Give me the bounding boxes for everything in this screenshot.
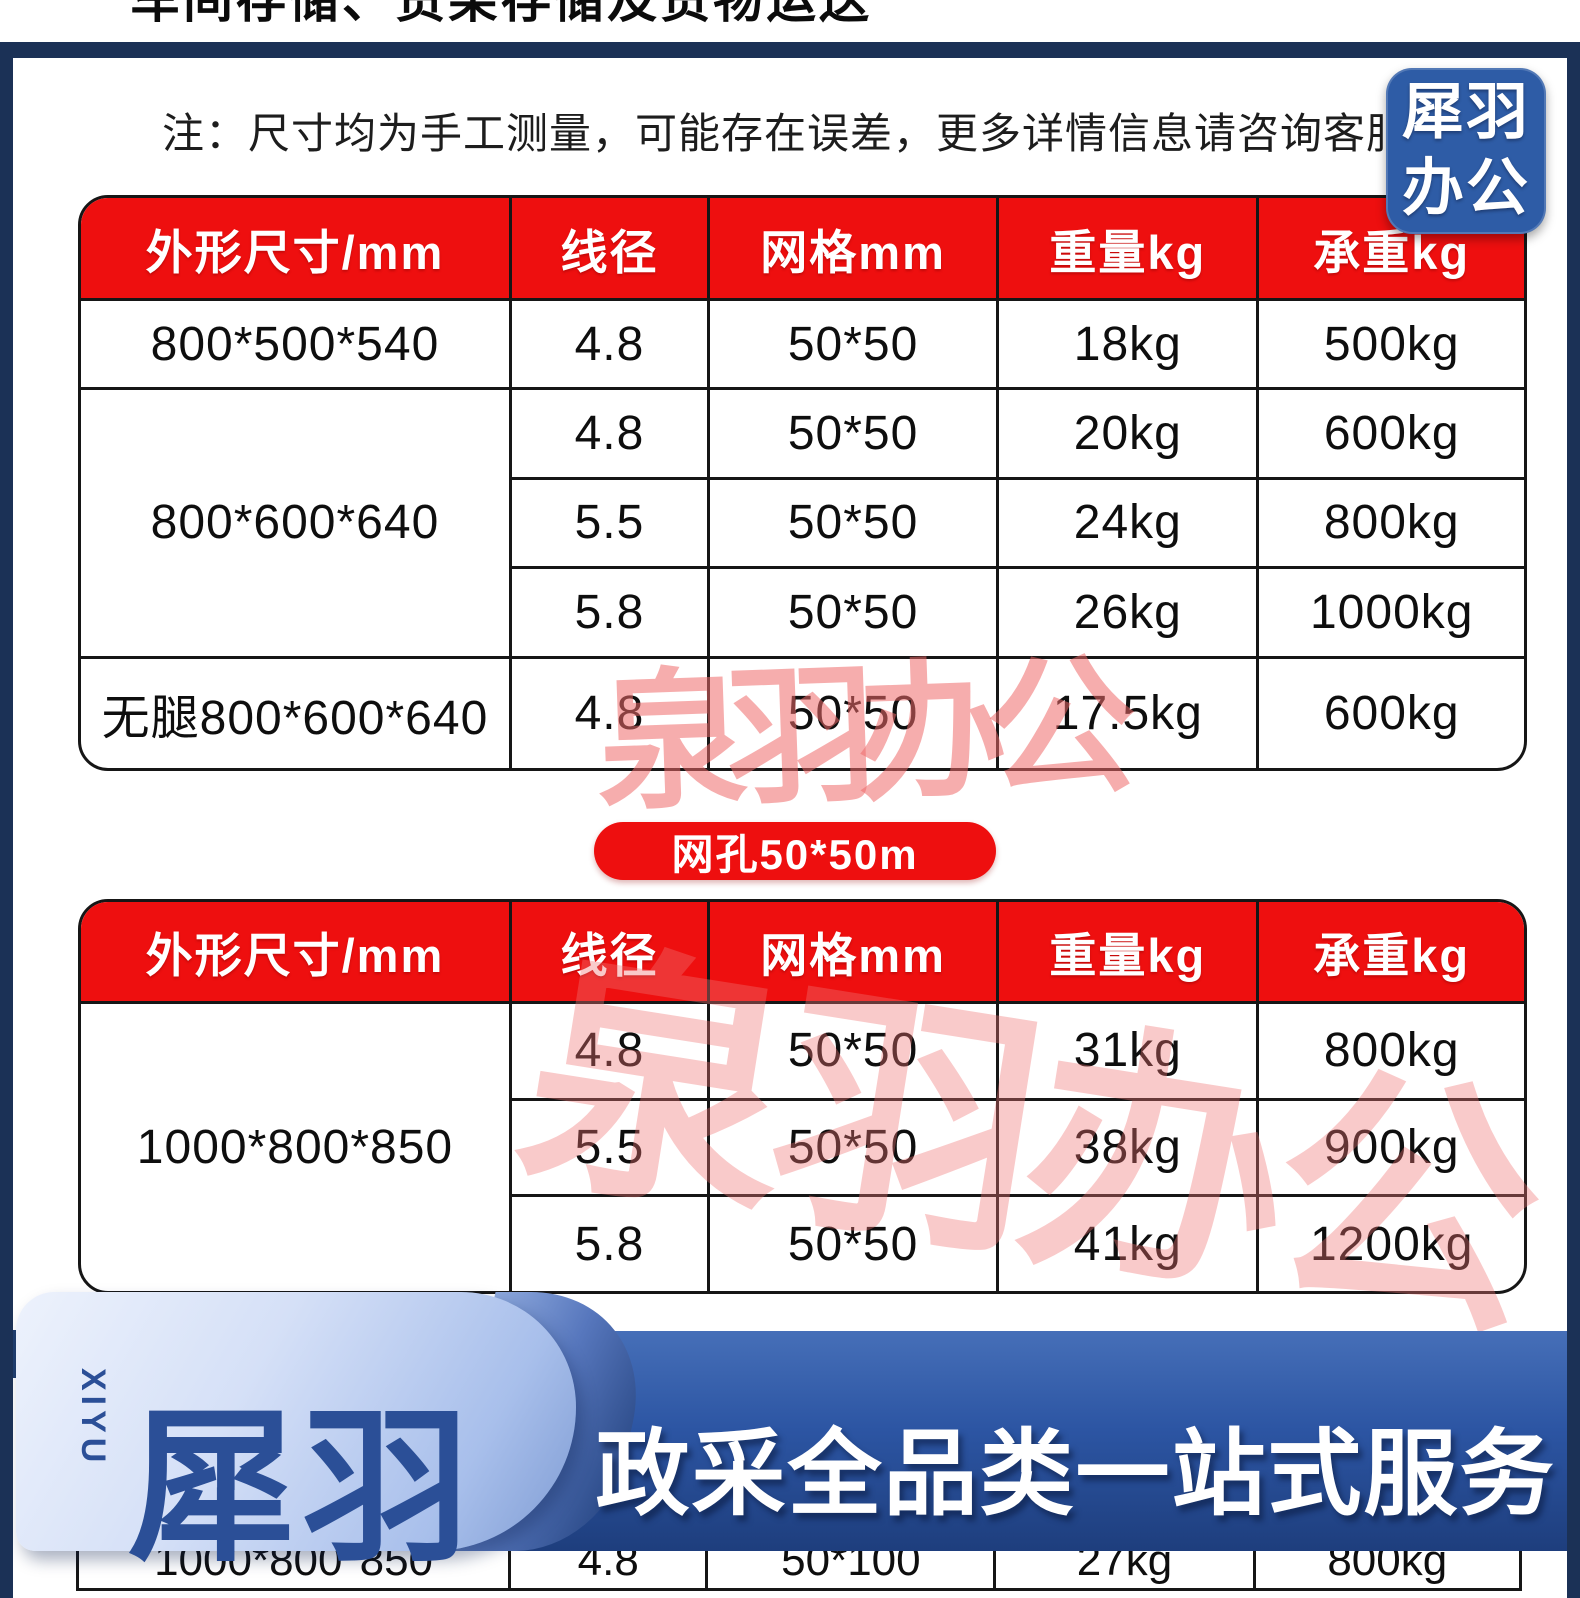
table-row: 无腿800*600*640 4.8 50*50 17.5kg 600kg [81, 655, 1524, 768]
cell-weight: 26kg [996, 566, 1260, 659]
cell-load: 600kg [1256, 387, 1524, 480]
cell-load: 800kg [1256, 1001, 1524, 1101]
cell-load: 800kg [1256, 476, 1524, 570]
frame-top-bar [0, 42, 1580, 58]
frame-left-border [0, 42, 13, 1598]
cell-mesh: 50*50 [706, 1194, 1000, 1291]
col-header-load: 承重kg [1256, 902, 1524, 1004]
cell-mesh: 50*50 [706, 476, 1000, 570]
mesh-size-pill: 网孔50*50m [594, 822, 996, 880]
cell-size: 800*500*540 [81, 297, 512, 391]
cell-mesh: 50*50 [706, 566, 1000, 659]
table-row: 800*600*640 4.8 50*50 20kg 600kg [81, 387, 1524, 659]
banner-slogan: 政采全品类一站式服务 [595, 1421, 1556, 1526]
cell-mesh: 50*50 [706, 1001, 1000, 1101]
table-row: 5.5 50*50 38kg 900kg [81, 1097, 1524, 1198]
cell-weight: 41kg [996, 1194, 1260, 1291]
banner-brand-text: 犀羽 [128, 1394, 476, 1582]
measurement-note: 注：尺寸均为手工测量，可能存在误差，更多详情信息请咨询客服 [162, 110, 1410, 157]
col-header-size: 外形尺寸/mm [81, 902, 512, 1004]
table-row: 5.8 50*50 26kg 1000kg [81, 566, 1524, 659]
cell-weight: 18kg [996, 297, 1260, 391]
table-row: 5.8 50*50 41kg 1200kg [81, 1194, 1524, 1291]
cell-weight: 24kg [996, 476, 1260, 570]
table-row: 1000*800*850 4.8 50*50 31kg 800kg [81, 1001, 1524, 1291]
frame-right-border [1567, 42, 1580, 1598]
cell-size: 无腿800*600*640 [81, 655, 512, 768]
cell-weight: 20kg [996, 387, 1260, 480]
cell-wire: 5.5 [508, 476, 711, 570]
col-header-weight: 重量kg [996, 902, 1260, 1004]
cell-load: 900kg [1256, 1097, 1524, 1198]
cell-wire: 4.8 [508, 1001, 711, 1101]
spec-table-1: 外形尺寸/mm 线径 网格mm 重量kg 承重kg 800*500*540 4.… [78, 195, 1527, 771]
spec-table-2-grid: 外形尺寸/mm 线径 网格mm 重量kg 承重kg 1000*800*850 4… [81, 902, 1524, 1291]
col-header-mesh: 网格mm [706, 902, 1000, 1004]
table-row: 800*500*540 4.8 50*50 18kg 500kg [81, 297, 1524, 391]
brand-logo: 犀羽 办公 [1386, 68, 1546, 234]
table-row: 5.5 50*50 24kg 800kg [81, 476, 1524, 570]
cell-size-merged: 800*600*640 [81, 387, 512, 659]
cell-wire: 5.8 [508, 1194, 711, 1291]
cell-weight: 17.5kg [996, 655, 1260, 768]
cell-mesh: 50*50 [706, 655, 1000, 768]
col-header-size: 外形尺寸/mm [81, 198, 512, 301]
cell-load: 500kg [1256, 297, 1524, 391]
spec-table-2: 外形尺寸/mm 线径 网格mm 重量kg 承重kg 1000*800*850 4… [78, 899, 1527, 1294]
col-header-mesh: 网格mm [706, 198, 1000, 301]
cell-load: 1000kg [1256, 566, 1524, 659]
cell-load: 600kg [1256, 655, 1524, 768]
col-header-wire: 线径 [508, 902, 711, 1004]
cell-weight: 38kg [996, 1097, 1260, 1198]
cell-wire: 4.8 [508, 655, 711, 768]
table1-header-row: 外形尺寸/mm 线径 网格mm 重量kg 承重kg [81, 198, 1524, 301]
page-heading: 车间存储、货架存储及货物运送 [130, 0, 872, 28]
cell-wire: 4.8 [508, 387, 711, 480]
banner-vertical-text: XIYU [74, 1368, 112, 1468]
spec-table-1-grid: 外形尺寸/mm 线径 网格mm 重量kg 承重kg 800*500*540 4.… [81, 198, 1524, 768]
cell-load: 1200kg [1256, 1194, 1524, 1291]
cell-weight: 31kg [996, 1001, 1260, 1101]
col-header-weight: 重量kg [996, 198, 1260, 301]
table2-header-row: 外形尺寸/mm 线径 网格mm 重量kg 承重kg [81, 902, 1524, 1004]
cell-mesh: 50*50 [706, 387, 1000, 480]
cell-wire: 5.8 [508, 566, 711, 659]
cell-wire: 5.5 [508, 1097, 711, 1198]
logo-line2: 办公 [1401, 154, 1530, 223]
logo-line1: 犀羽 [1401, 78, 1530, 147]
cell-size-merged: 1000*800*850 [81, 1001, 512, 1291]
cell-mesh: 50*50 [706, 297, 1000, 391]
banner-ribbon [16, 1292, 576, 1551]
cell-mesh: 50*50 [706, 1097, 1000, 1198]
cell-wire: 4.8 [508, 297, 711, 391]
banner-band [460, 1331, 1580, 1551]
col-header-wire: 线径 [508, 198, 711, 301]
